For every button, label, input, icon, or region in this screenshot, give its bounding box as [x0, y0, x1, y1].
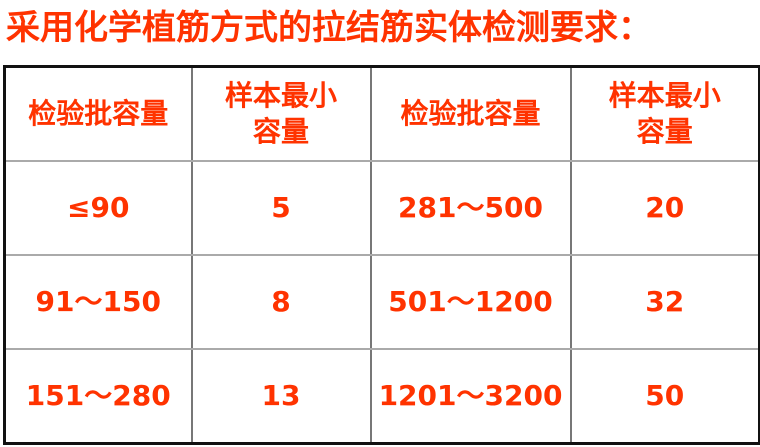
cell: 91～150	[3, 254, 193, 350]
table-row: ≤90 5 281～500 20	[3, 160, 760, 256]
cell: 5	[190, 160, 372, 256]
cell: 20	[569, 160, 760, 256]
header-min-sample: 样本最小容量	[190, 65, 372, 162]
cell: 50	[569, 348, 760, 445]
table-row: 91～150 8 501～1200 32	[3, 254, 760, 350]
header-min-sample: 样本最小容量	[569, 65, 760, 162]
cell: 13	[190, 348, 372, 445]
table-header-row: 检验批容量 样本最小容量 检验批容量 样本最小容量	[3, 65, 760, 162]
cell: 8	[190, 254, 372, 350]
header-batch-size: 检验批容量	[369, 65, 572, 162]
header-batch-size: 检验批容量	[3, 65, 193, 162]
cell: 151～280	[3, 348, 193, 445]
cell: 32	[569, 254, 760, 350]
cell: 281～500	[369, 160, 572, 256]
cell: 501～1200	[369, 254, 572, 350]
table-row: 151～280 13 1201～3200 50	[3, 348, 760, 445]
page-title: 采用化学植筋方式的拉结筋实体检测要求：	[6, 8, 652, 48]
sampling-table: 检验批容量 样本最小容量 检验批容量 样本最小容量 ≤90 5 281～500 …	[3, 65, 760, 445]
cell: 1201～3200	[369, 348, 572, 445]
cell: ≤90	[3, 160, 193, 256]
